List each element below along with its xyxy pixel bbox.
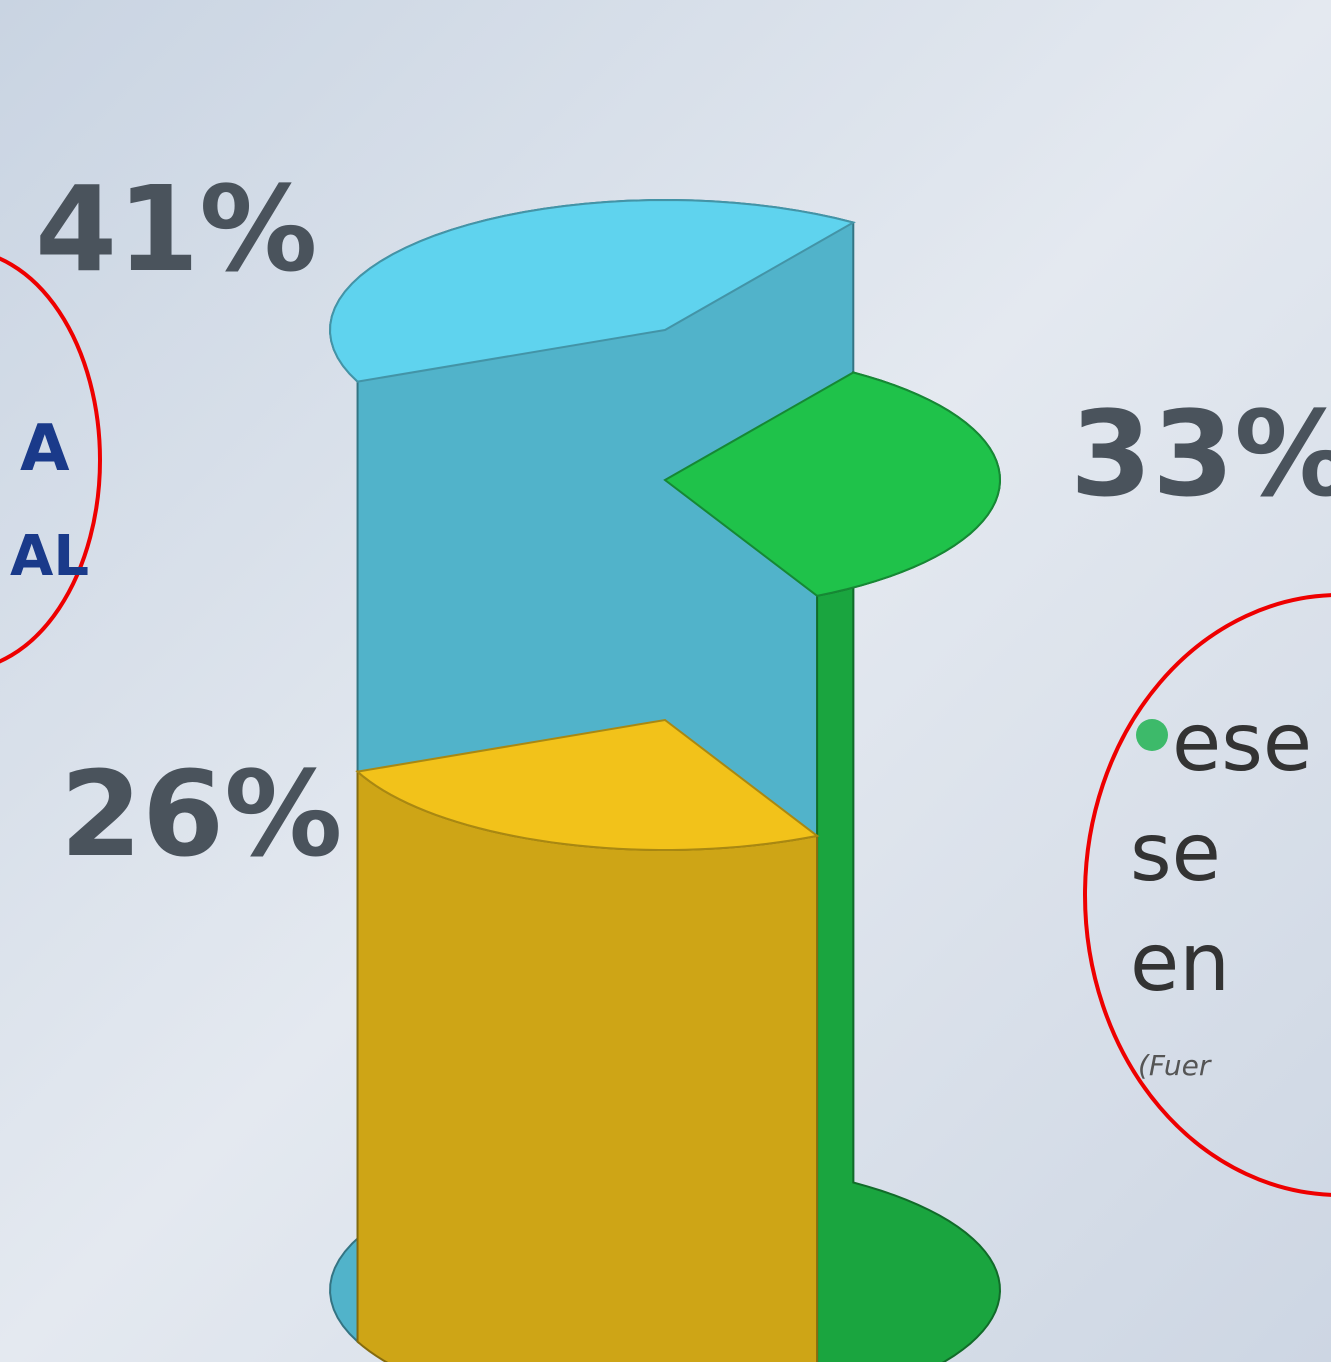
annotation: en [1130,916,1230,1009]
highlight-ellipse [1083,593,1331,1197]
pie-3d [329,199,1001,1362]
highlight-ellipse [0,256,102,664]
slice-top [663,371,1001,597]
slice-side [356,769,819,1362]
slice-top [355,718,820,851]
value-label: 41% [35,160,317,298]
value-label: 33% [1070,385,1331,523]
annotation: A [20,412,70,486]
legend-dot [1136,719,1168,751]
value-label: 26% [60,745,342,883]
annotation: (Fuer [1138,1049,1212,1082]
annotation: ese [1172,696,1312,789]
annotation: AL [10,524,89,589]
annotation: se [1130,806,1221,899]
slice-top [329,199,856,383]
